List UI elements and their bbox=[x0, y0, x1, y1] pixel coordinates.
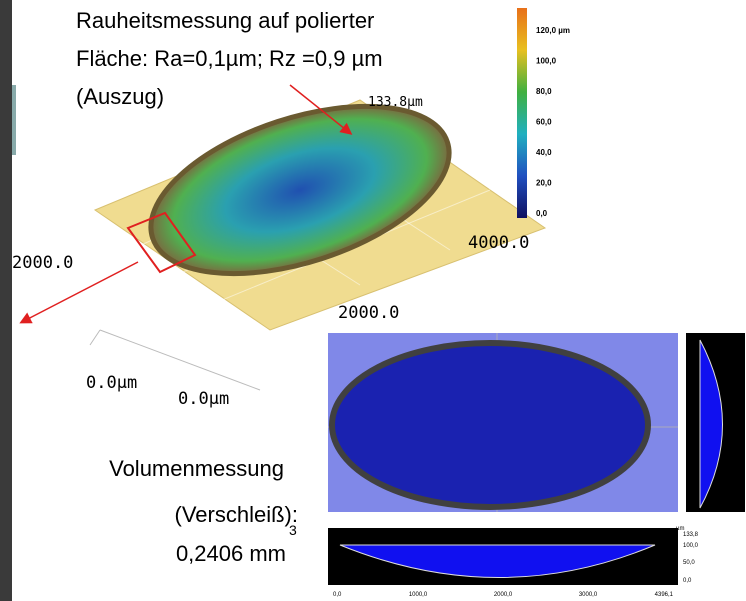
profile-y-label: 133,8 bbox=[683, 532, 699, 538]
volume-value: 0,2406 mm bbox=[176, 541, 286, 566]
axis-label: 4000.0 bbox=[468, 233, 529, 253]
annotation-line: Fläche: Ra=0,1µm; Rz =0,9 µm bbox=[76, 46, 383, 71]
annotation-volume: Volumenmessung (Verschleiß): 0,2406 mm 3 bbox=[109, 456, 298, 566]
profile-y-label: 100,0 bbox=[683, 543, 699, 549]
figure: Rauheitsmessung auf polierter Fläche: Ra… bbox=[0, 0, 746, 601]
axis-label: 2000.0 bbox=[338, 303, 399, 323]
colorbar-label: 100,0 bbox=[536, 57, 557, 66]
annotation-line: Volumenmessung bbox=[109, 456, 284, 481]
colorbar-label: 0,0 bbox=[536, 209, 548, 218]
colorbar-scale bbox=[517, 8, 527, 218]
profile-y-label: 0,0 bbox=[683, 578, 692, 584]
side-strip bbox=[0, 0, 12, 601]
axis-label: 0.0µm bbox=[86, 373, 137, 393]
profile-x-label: 2000,0 bbox=[494, 592, 513, 598]
profile-y-label: 50,0 bbox=[683, 560, 695, 566]
profile-x-label: 0,0 bbox=[333, 592, 342, 598]
profile-x-label: 3000,0 bbox=[579, 592, 598, 598]
annotation-line: (Auszug) bbox=[76, 84, 164, 109]
axis-label: 2000.0 bbox=[12, 253, 73, 273]
colorbar-label: 40,0 bbox=[536, 148, 552, 157]
colorbar-label: 80,0 bbox=[536, 87, 552, 96]
axis-label: 0.0µm bbox=[178, 389, 229, 409]
colorbar-label: 120,0 µm bbox=[536, 26, 570, 35]
profile-x-label: 4396,1 bbox=[655, 592, 674, 598]
volume-exponent: 3 bbox=[289, 522, 297, 538]
axis-label: 133.8µm bbox=[368, 95, 423, 110]
annotation-line: (Verschleiß): bbox=[175, 502, 298, 527]
colorbar-label: 20,0 bbox=[536, 179, 552, 188]
annotation-top: Rauheitsmessung auf polierter Fläche: Ra… bbox=[76, 8, 383, 109]
axis bbox=[90, 330, 100, 345]
wear-track bbox=[332, 343, 648, 507]
profile-x-label: 1000,0 bbox=[409, 592, 428, 598]
colorbar: 120,0 µm 100,0 80,0 60,0 40,0 20,0 0,0 bbox=[517, 8, 570, 218]
colorbar-label: 60,0 bbox=[536, 118, 552, 127]
annotation-line: Rauheitsmessung auf polierter bbox=[76, 8, 374, 33]
side-bar bbox=[12, 85, 16, 155]
